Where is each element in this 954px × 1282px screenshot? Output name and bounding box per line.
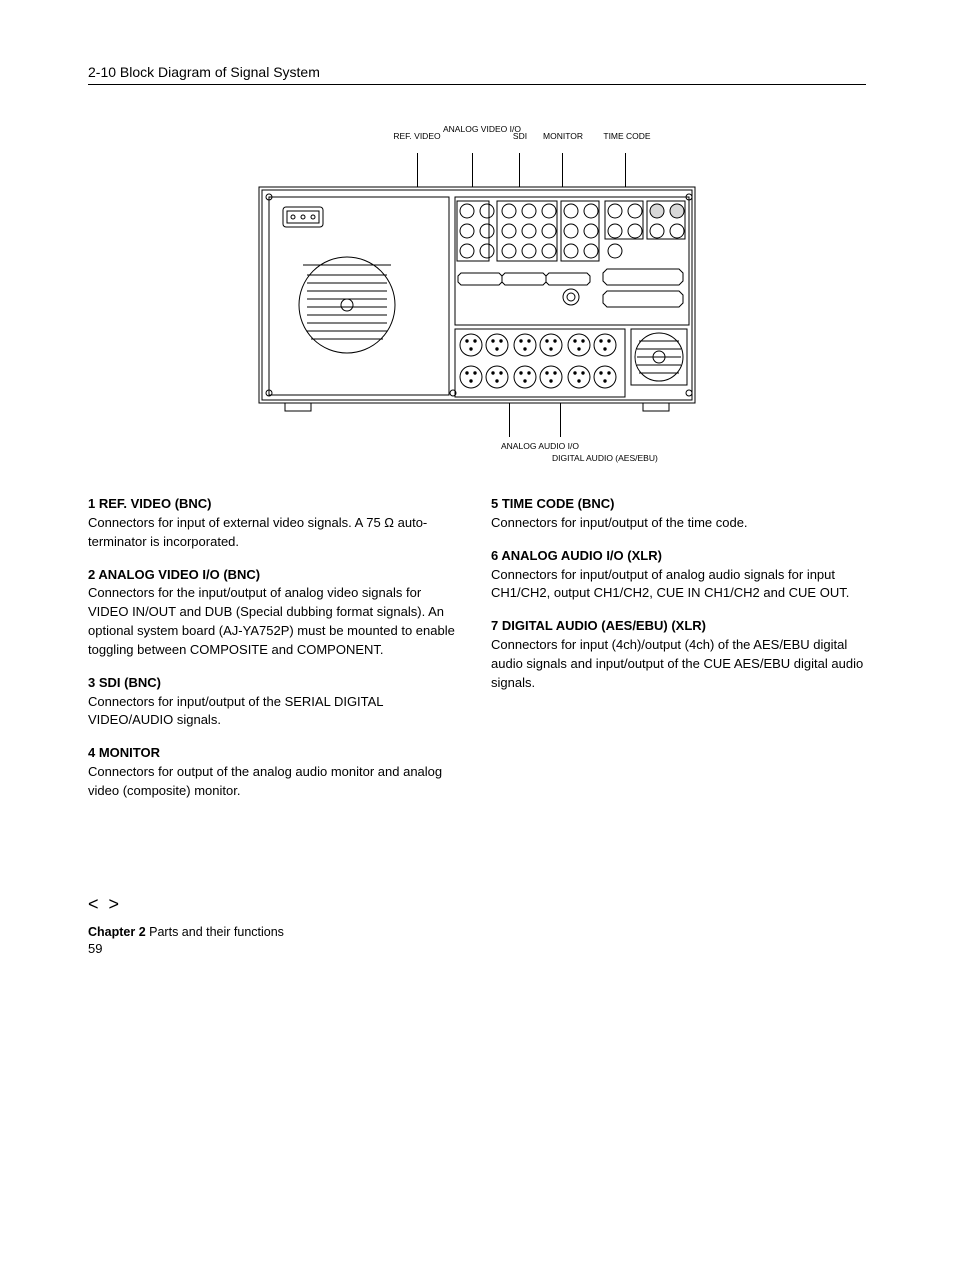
callout-ref-video: REF. VIDEO <box>387 131 447 141</box>
item-body: Connectors for the input/output of analo… <box>88 584 463 659</box>
item-title: 3 SDI (BNC) <box>88 674 463 693</box>
item-title: 2 ANALOG VIDEO I/O (BNC) <box>88 566 463 585</box>
item-title: 6 ANALOG AUDIO I/O (XLR) <box>491 547 866 566</box>
callout-line <box>472 153 473 187</box>
item-digital-audio: 7 DIGITAL AUDIO (AES/EBU) (XLR) Connecto… <box>491 617 866 692</box>
callout-monitor: MONITOR <box>537 131 589 141</box>
item-title: 5 TIME CODE (BNC) <box>491 495 866 514</box>
item-body: Connectors for input/output of the SERIA… <box>88 693 463 731</box>
item-analog-video: 2 ANALOG VIDEO I/O (BNC) Connectors for … <box>88 566 463 660</box>
page-number: 59 <box>88 941 866 956</box>
item-analog-audio: 6 ANALOG AUDIO I/O (XLR) Connectors for … <box>491 547 866 604</box>
callout-analog-video: ANALOG VIDEO I/O <box>443 125 501 134</box>
prev-page-icon[interactable]: < <box>88 895 99 913</box>
item-timecode: 5 TIME CODE (BNC) Connectors for input/o… <box>491 495 866 533</box>
item-title: 4 MONITOR <box>88 744 463 763</box>
page-header: 2-10 Block Diagram of Signal System <box>88 64 866 85</box>
rear-panel-svg <box>247 125 707 465</box>
item-body: Connectors for input/output of analog au… <box>491 566 866 604</box>
callout-line <box>625 153 626 187</box>
callout-line <box>560 403 561 437</box>
rear-panel-figure: REF. VIDEO ANALOG VIDEO I/O SDI MONITOR … <box>247 125 707 465</box>
nav-row: < > <box>88 895 866 913</box>
item-body: Connectors for input/output of the time … <box>491 514 866 533</box>
callout-line <box>562 153 563 187</box>
callout-timecode: TIME CODE <box>599 131 655 141</box>
chapter-title: Parts and their functions <box>149 925 284 939</box>
right-column: 5 TIME CODE (BNC) Connectors for input/o… <box>491 495 866 815</box>
item-monitor: 4 MONITOR Connectors for output of the a… <box>88 744 463 801</box>
callout-analog-audio: ANALOG AUDIO I/O <box>501 441 579 451</box>
chapter-label: Chapter 2 <box>88 925 146 939</box>
item-body: Connectors for output of the analog audi… <box>88 763 463 801</box>
description-columns: 1 REF. VIDEO (BNC) Connectors for input … <box>88 495 866 815</box>
header-title: 2-10 Block Diagram of Signal System <box>88 64 320 80</box>
item-ref-video: 1 REF. VIDEO (BNC) Connectors for input … <box>88 495 463 552</box>
callout-digital-audio: DIGITAL AUDIO (AES/EBU) <box>552 453 658 463</box>
left-column: 1 REF. VIDEO (BNC) Connectors for input … <box>88 495 463 815</box>
callout-line <box>519 153 520 187</box>
item-body: Connectors for input (4ch)/output (4ch) … <box>491 636 866 693</box>
item-sdi: 3 SDI (BNC) Connectors for input/output … <box>88 674 463 731</box>
callout-line <box>509 403 510 437</box>
item-title: 1 REF. VIDEO (BNC) <box>88 495 463 514</box>
callout-sdi: SDI <box>505 131 535 141</box>
item-body: Connectors for input of external video s… <box>88 514 463 552</box>
item-title: 7 DIGITAL AUDIO (AES/EBU) (XLR) <box>491 617 866 636</box>
callout-line <box>417 153 418 187</box>
chapter-line: Chapter 2 Parts and their functions <box>88 925 866 939</box>
next-page-icon[interactable]: > <box>109 895 120 913</box>
